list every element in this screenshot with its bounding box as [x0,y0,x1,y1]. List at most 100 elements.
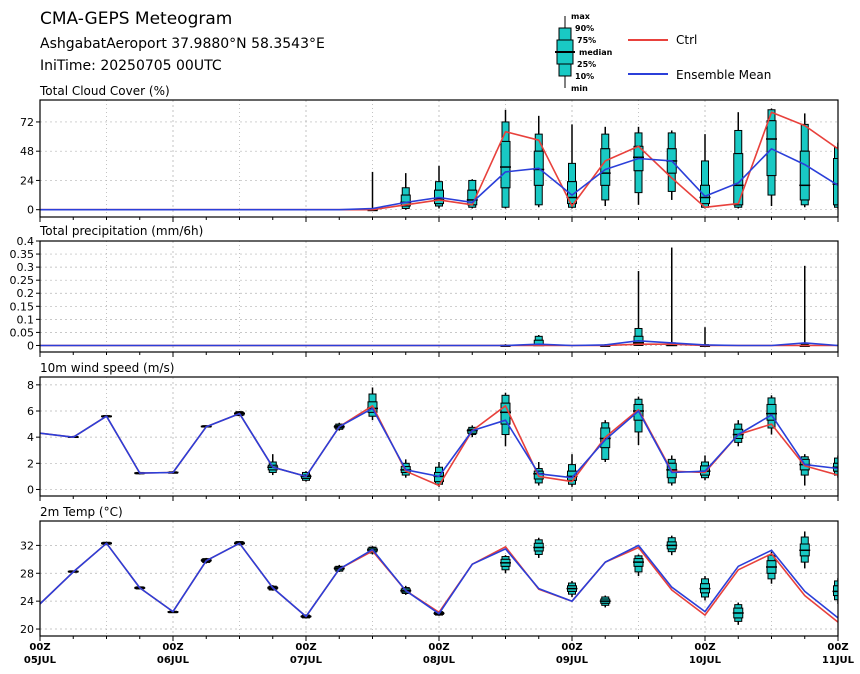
box-p10-p25 [800,199,809,206]
box-p75-p90 [401,187,410,196]
box-p75-p90 [534,539,543,544]
box-p25-p75 [600,148,611,186]
legend-box-lower [556,51,574,65]
box-p10-p25 [534,478,543,484]
y-tick-label: 8 [27,379,34,392]
ensemble-box [500,109,511,209]
figure-title: CMA-GEPS Meteogram [40,9,232,29]
box-p10-p25 [834,204,838,208]
ensemble-box [599,595,611,608]
box-p75-p90 [468,179,477,191]
legend-p75: 75% [577,36,596,45]
panel-frame [39,376,839,497]
legend-box-upper-outer [558,27,572,41]
x-tick-label-date: 05JUL [24,655,57,666]
x-tick-label-date: 10JUL [689,655,722,666]
x-tick-label-hour: 00Z [29,642,50,653]
ensemble-box [566,580,578,597]
box-p75-p90 [667,132,676,150]
y-tick-label: 28 [20,567,34,580]
box-p75-p90 [701,461,709,467]
plot-area [40,531,838,625]
ensemble-mean-series-line [40,339,838,347]
station-label: AshgabatAeroport 37.9880°N 58.3543°E [40,36,325,52]
ensemble-mean-series-line [40,542,838,619]
x-tick-label-hour: 00Z [295,642,316,653]
panel-title: 2m Temp (°C) [40,505,123,519]
y-tick-label: 0 [27,339,34,352]
ensemble-box [633,126,644,205]
box-p75-p90 [534,335,543,341]
box-p10-p25 [534,550,543,555]
box-p75-p90 [800,123,809,152]
ensemble-box [633,554,644,577]
plot-area [40,247,838,347]
panel-frame [39,240,839,353]
y-tick-label: 2 [27,457,34,470]
y-tick-label: 0.3 [17,261,35,274]
panel-title: Total precipitation (mm/6h) [39,224,203,238]
box-p75-p90 [734,604,743,609]
box-p25-p75 [799,150,810,201]
x-tick-label-date: 07JUL [290,655,323,666]
legend-box-upper [556,39,574,53]
box-p75-p90 [601,422,610,429]
box-p75-p90 [734,423,743,430]
legend-p10: 10% [575,72,594,81]
box-p75-p90 [601,133,610,150]
legend-p25: 25% [577,60,596,69]
ensemble-box [699,134,711,209]
y-tick-label: 0 [27,204,34,217]
line-legend: Ctrl Ensemble Mean [628,33,771,82]
box-p25-p75 [500,140,511,189]
box-p75-p90 [701,578,709,585]
x-tick-label-hour: 00Z [162,642,183,653]
y-tick-label: 0.05 [10,326,35,339]
ensemble-box [633,271,644,346]
box-p10-p25 [834,595,838,601]
legend-min: min [571,84,588,93]
y-tick-label: 0.15 [10,300,35,313]
y-tick-label: 0.35 [10,248,35,261]
y-tick-label: 72 [20,116,34,129]
box-p10-p25 [501,565,510,571]
panel-3: 0 2 4 6 8 10m wind speed (m/s) [27,361,839,501]
ensemble-box [533,537,545,558]
y-tick-label: 0.4 [17,235,35,248]
box-p10-p25 [834,470,838,476]
ensemble-box [699,327,711,347]
box-p75-p90 [834,457,838,464]
ensemble-box [267,454,279,476]
ensemble-box [433,165,445,209]
x-tick-label-date: 09JUL [556,655,589,666]
y-tick-label: 24 [20,174,34,187]
y-tick-label: 32 [20,539,34,552]
x-axis-labels: 00Z 05JUL 00Z 06JUL 00Z 07JUL 00Z 08JUL 00Z 09JUL… [24,642,855,666]
x-tick-label-date: 11JUL [822,655,855,666]
ensemble-box [732,602,744,625]
x-tick-label-hour: 00Z [428,642,449,653]
box-p75-p90 [800,536,809,545]
box-p25-p75 [400,194,411,207]
y-tick-label: 0.2 [17,287,35,300]
ensemble-box [799,113,811,208]
ensemble-box [633,396,644,445]
ensemble-box [766,551,777,584]
box-p10-p25 [767,572,776,580]
box-p10-p25 [734,617,743,622]
legend-median-label: median [579,48,613,57]
y-tick-label: 6 [27,405,34,418]
box-p10-p25 [634,170,643,194]
box-p10-p25 [800,555,809,563]
y-tick-label: 0.1 [17,313,35,326]
ensemble-box [699,576,711,601]
y-tick-label: 0 [27,483,34,496]
box-p75-p90 [734,129,743,155]
ensemble-box [367,171,378,212]
box-p10-p25 [601,447,610,460]
box-p75-p90 [667,458,676,464]
box-p10-p25 [667,477,676,484]
box-p75-p90 [667,537,676,543]
